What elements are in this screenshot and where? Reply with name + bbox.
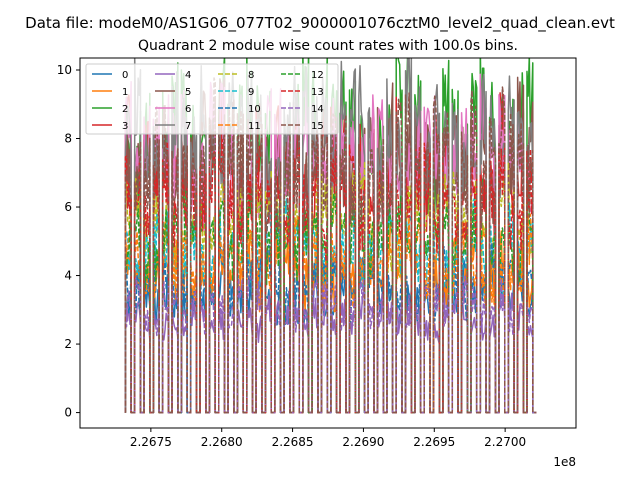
plot-frame xyxy=(79,57,577,429)
y-tick-label: 2 xyxy=(64,337,72,351)
legend-label-11: 11 xyxy=(248,121,261,132)
legend-label-7: 7 xyxy=(185,121,191,132)
legend-label-8: 8 xyxy=(248,70,254,81)
y-axis: 0 2 4 6 8 10 xyxy=(57,63,80,420)
series-line-13 xyxy=(124,138,537,414)
y-tick-label: 4 xyxy=(64,269,72,283)
legend-label-10: 10 xyxy=(248,104,261,115)
y-tick-label: 10 xyxy=(57,63,72,77)
y-tick-label: 0 xyxy=(64,406,72,420)
series-line-14 xyxy=(124,275,537,414)
legend-label-12: 12 xyxy=(311,70,324,81)
x-tick-label: 2.2690 xyxy=(342,435,384,449)
series-line-15 xyxy=(124,77,537,414)
legend-label-1: 1 xyxy=(122,87,128,98)
x-offset-label: 1e8 xyxy=(553,455,576,469)
figure-suptitle: Data file: modeM0/AS1G06_077T02_90000010… xyxy=(25,14,615,33)
legend-label-5: 5 xyxy=(185,87,191,98)
legend-label-15: 15 xyxy=(311,121,324,132)
x-tick-label: 2.2695 xyxy=(413,435,455,449)
y-tick-label: 6 xyxy=(64,200,72,214)
legend-label-6: 6 xyxy=(185,104,191,115)
legend-label-0: 0 xyxy=(122,70,128,81)
x-tick-label: 2.2675 xyxy=(130,435,172,449)
legend-label-14: 14 xyxy=(311,104,324,115)
legend-label-2: 2 xyxy=(122,104,128,115)
x-axis: 2.2675 2.2680 2.2685 2.2690 2.2695 2.2700 xyxy=(130,428,526,449)
x-tick-label: 2.2680 xyxy=(201,435,243,449)
legend-label-3: 3 xyxy=(122,121,128,132)
legend-label-4: 4 xyxy=(185,70,191,81)
x-tick-label: 2.2685 xyxy=(272,435,314,449)
legend-box xyxy=(85,63,339,135)
y-tick-label: 8 xyxy=(64,132,72,146)
x-tick-label: 2.2700 xyxy=(484,435,526,449)
legend-label-9: 9 xyxy=(248,87,254,98)
legend-label-13: 13 xyxy=(311,87,324,98)
chart-title: Quadrant 2 module wise count rates with … xyxy=(138,38,518,54)
